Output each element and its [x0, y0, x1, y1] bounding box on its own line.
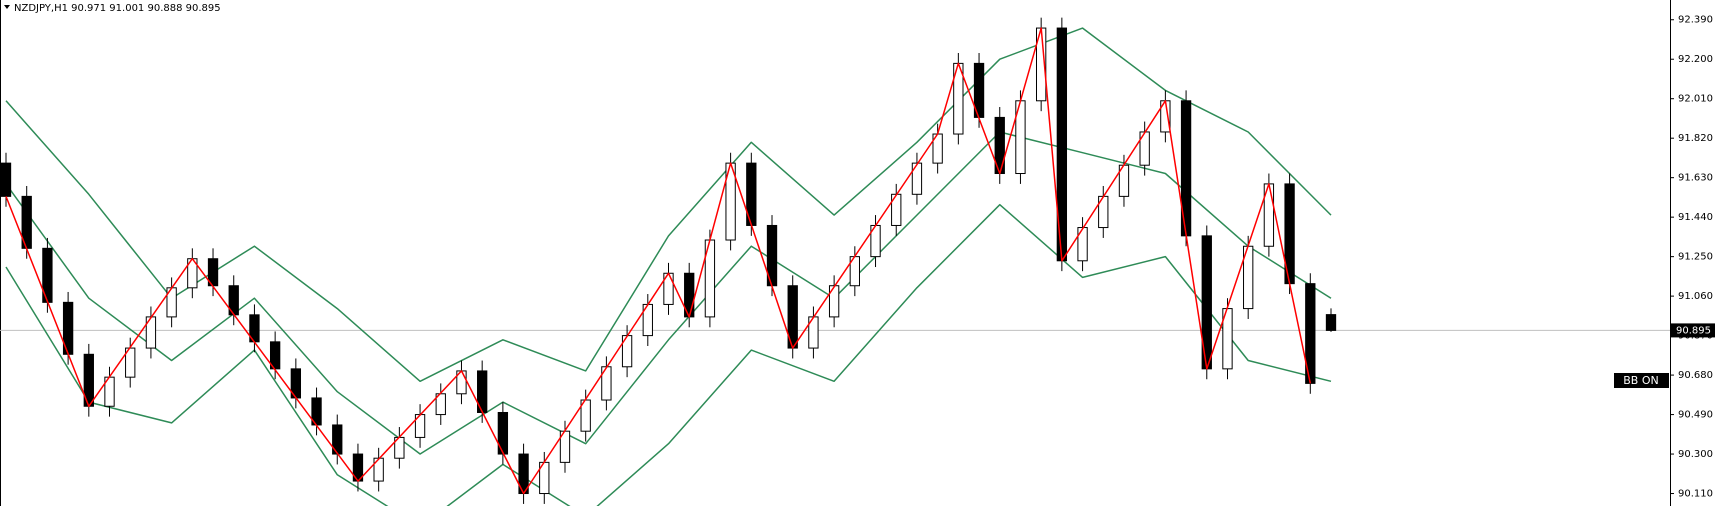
price-axis: 92.390 92.200 92.010 91.820 91.630 91.440 91.2…	[1670, 15, 1715, 500]
y-tick-label: 91.440	[1678, 212, 1713, 223]
y-tick-label: 90.300	[1678, 449, 1713, 460]
y-tick-label: 92.390	[1678, 15, 1713, 26]
last-price-box	[1671, 323, 1715, 338]
candle-body	[911, 162, 923, 195]
y-tick-label: 92.200	[1678, 54, 1713, 65]
y-tick-label: 92.010	[1678, 94, 1713, 105]
plot-area: BB ON	[0, 17, 1670, 506]
y-tick-label: 91.250	[1678, 252, 1713, 263]
candle-body	[0, 162, 12, 197]
y-tick-label: 91.630	[1678, 173, 1713, 184]
zigzag-line	[5, 27, 1312, 495]
chart-title: NZDJPY,H1 90.971 91.001 90.888 90.895	[14, 3, 221, 14]
last-price-label: 90.895	[1676, 325, 1711, 336]
candle-body	[1325, 314, 1337, 331]
y-tick-label: 90.110	[1678, 489, 1713, 500]
y-tick-label: 90.490	[1678, 410, 1713, 421]
menu-triangle[interactable]	[4, 5, 10, 9]
y-tick-label: 91.820	[1678, 133, 1713, 144]
candle-body	[497, 411, 509, 455]
y-tick-label: 91.060	[1678, 291, 1713, 302]
bollinger-band	[5, 203, 1332, 506]
annotation-box	[1614, 373, 1669, 388]
bollinger-band	[5, 131, 1332, 455]
annotation: BB ON	[1623, 374, 1658, 387]
bollinger-band	[5, 27, 1332, 383]
y-tick-label: 90.680	[1678, 370, 1713, 381]
